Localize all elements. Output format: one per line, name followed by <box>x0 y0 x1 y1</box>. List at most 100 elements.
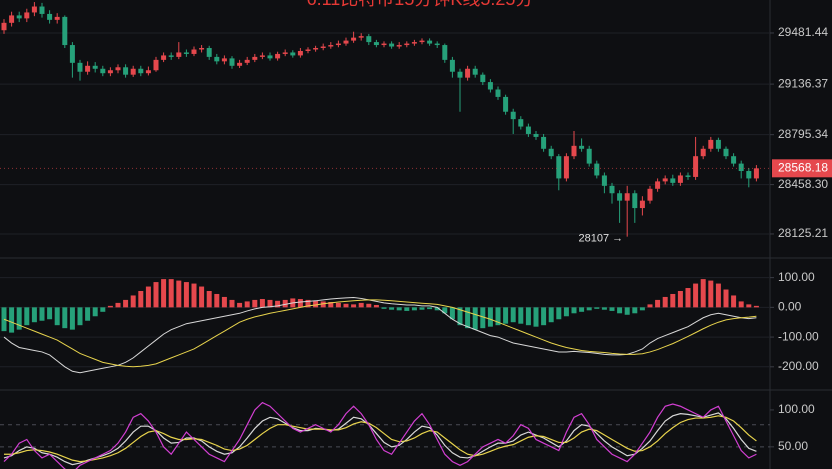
macd-bar <box>351 304 357 308</box>
macd-bar <box>313 300 319 308</box>
macd-bar <box>54 307 60 326</box>
candle-body <box>24 12 30 19</box>
candle-body <box>168 55 174 57</box>
candle-body <box>655 181 661 189</box>
macd-bar <box>206 291 212 308</box>
candle-body <box>609 185 615 194</box>
candle-body <box>533 133 539 137</box>
macd-bar <box>700 279 706 308</box>
macd-bar <box>434 307 440 311</box>
candle-body <box>320 46 326 49</box>
candle-body <box>138 68 144 74</box>
macd-bar <box>525 307 531 326</box>
candle-body <box>237 62 243 66</box>
candle-body <box>92 65 98 69</box>
candle-body <box>594 163 600 176</box>
candle-body <box>206 48 212 57</box>
candle-body <box>267 55 273 59</box>
macd-bar <box>275 300 281 308</box>
macd-bar <box>9 307 15 333</box>
candle-body <box>252 56 258 60</box>
candle-body <box>297 50 303 56</box>
macd-bar <box>305 299 311 308</box>
candle-body <box>525 126 531 134</box>
y-tick-label: 28795.34 <box>778 127 828 141</box>
candle-body <box>563 156 569 179</box>
y-tick-label: -200.00 <box>778 359 819 373</box>
candle-body <box>313 48 319 50</box>
macd-bar <box>472 307 478 330</box>
candle-body <box>723 148 729 157</box>
candle-body <box>639 200 645 209</box>
macd-bar <box>632 307 638 314</box>
candle-body <box>396 45 402 47</box>
candle-body <box>465 68 471 78</box>
candle-body <box>47 13 53 20</box>
macd-bar <box>244 301 250 308</box>
macd-bar <box>229 299 235 308</box>
candle-body <box>487 82 493 90</box>
macd-bar <box>617 307 623 314</box>
candle-body <box>404 43 410 46</box>
candle-body <box>518 119 524 127</box>
macd-bar <box>123 299 129 308</box>
candle-body <box>434 43 440 46</box>
macd-bar <box>85 307 91 321</box>
macd-bar <box>214 293 220 308</box>
candle-body <box>275 53 281 59</box>
macd-bar <box>282 299 288 308</box>
macd-bar <box>503 307 509 324</box>
candle-body <box>571 145 577 157</box>
macd-bar <box>373 304 379 308</box>
candle-body <box>731 156 737 164</box>
macd-bar <box>115 302 121 308</box>
candle-body <box>62 16 68 46</box>
candle-body <box>358 36 364 38</box>
macd-bar <box>24 307 30 326</box>
candle-body <box>229 58 235 66</box>
macd-bar <box>199 286 205 308</box>
macd-bar <box>677 291 683 308</box>
candle-body <box>411 42 417 44</box>
candle-body <box>427 40 433 44</box>
kdj-line <box>4 415 757 463</box>
y-tick-label: 100.00 <box>778 270 815 284</box>
macd-bar <box>639 307 645 311</box>
macd-bar <box>130 295 136 308</box>
macd-bar <box>92 307 98 317</box>
macd-bar <box>708 280 714 308</box>
candle-body <box>419 40 425 43</box>
macd-bar <box>548 307 554 323</box>
macd-bar <box>563 307 569 317</box>
macd-bar <box>601 307 607 310</box>
macd-bar <box>252 299 258 308</box>
candle-body <box>214 56 220 62</box>
y-tick-label: 29481.44 <box>778 25 828 39</box>
candle-body <box>161 55 167 60</box>
candle-body <box>647 188 653 201</box>
macd-bar <box>343 303 349 308</box>
macd-bar <box>396 307 402 311</box>
macd-bar <box>693 283 699 308</box>
macd-bar <box>168 279 174 308</box>
macd-bar <box>69 307 75 330</box>
macd-bar <box>541 307 547 326</box>
macd-bar <box>191 283 197 308</box>
macd-bar <box>366 303 372 308</box>
macd-bar <box>746 304 752 308</box>
candle-body <box>670 178 676 183</box>
macd-bar <box>138 291 144 308</box>
macd-bar <box>267 299 273 308</box>
macd-bar <box>404 307 410 311</box>
macd-bar <box>419 307 425 310</box>
macd-bar <box>237 302 243 308</box>
y-tick-label: 28125.21 <box>778 226 828 240</box>
macd-bar <box>381 307 387 309</box>
candle-body <box>328 45 334 47</box>
macd-bar <box>176 280 182 308</box>
low-annotation: 28107 → <box>579 233 624 245</box>
candle-body <box>510 111 516 120</box>
candle-body <box>199 48 205 50</box>
candle-body <box>541 136 547 149</box>
